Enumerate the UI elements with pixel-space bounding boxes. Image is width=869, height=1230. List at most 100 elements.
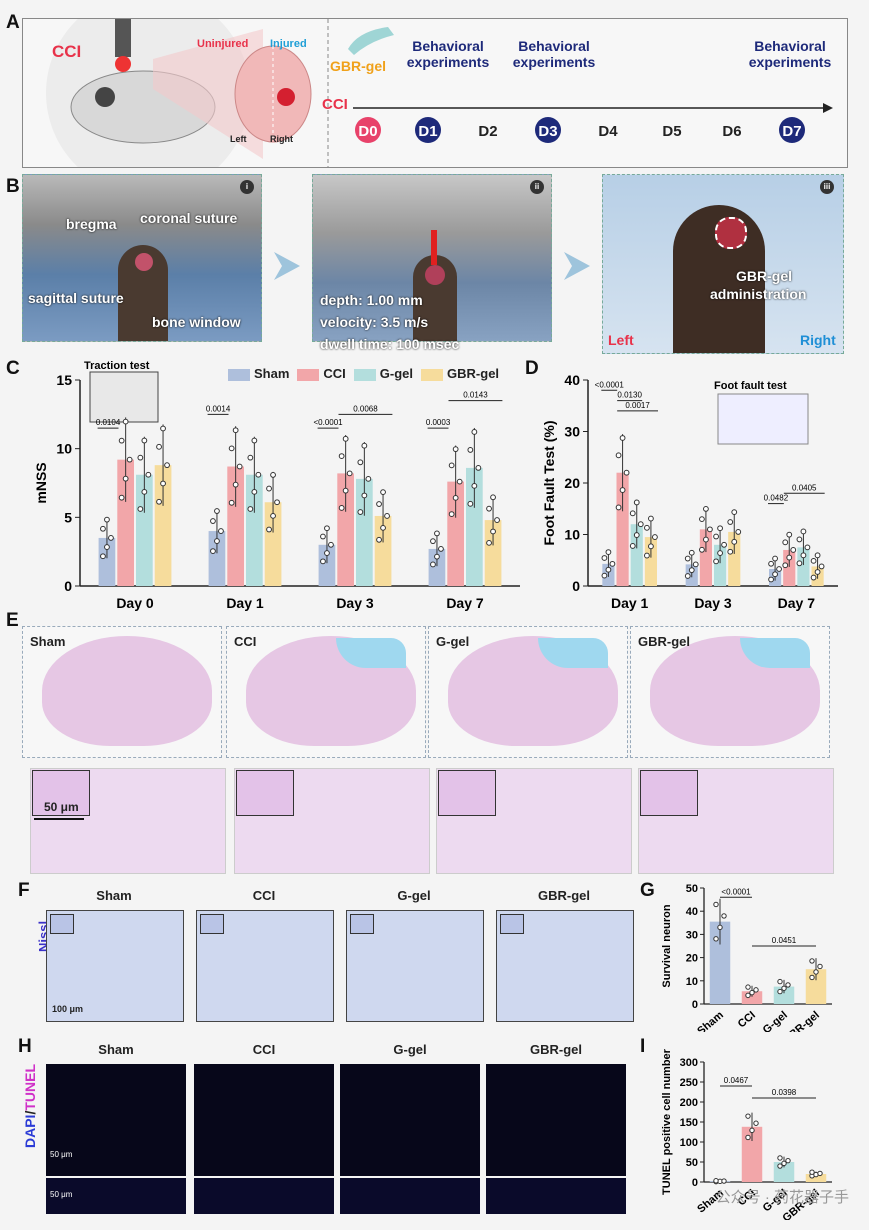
p-value: 0.0017 — [625, 401, 650, 410]
data-point — [380, 489, 386, 496]
data-point — [118, 437, 125, 444]
data-point — [699, 516, 705, 523]
x-tick-label: Day 3 — [336, 595, 374, 611]
data-point — [633, 499, 640, 506]
chart-d: Foot fault test 0 10 20 30 40 Foot Fault Test… — [541, 372, 838, 611]
behavioral-7: Behavioral experiments — [748, 38, 832, 70]
panel-label-g: G — [640, 880, 655, 901]
y-tick-label: 5 — [64, 509, 72, 525]
data-point — [338, 453, 345, 460]
chart-i: 0 50 100 150 200 250 300 TUNEL positive cell nu… — [661, 1048, 832, 1220]
data-point — [749, 1127, 755, 1134]
data-point — [692, 561, 699, 568]
data-point — [605, 566, 612, 573]
data-point — [790, 547, 797, 553]
data-point — [629, 510, 636, 517]
legend-label: Sham — [254, 366, 290, 381]
legend-swatch — [297, 368, 320, 381]
day-circle — [415, 117, 441, 143]
data-point — [633, 532, 640, 538]
y-tick-label: 40 — [564, 372, 580, 388]
roman-ii: ii — [530, 180, 544, 194]
p-value: <0.0001 — [313, 418, 343, 427]
legend-swatch — [353, 368, 376, 381]
bregma-label: bregma — [66, 216, 117, 232]
data-point — [688, 549, 695, 556]
tunel-group-label: G-gel — [393, 1042, 427, 1057]
data-point — [448, 462, 455, 469]
tunel-group-label: Sham — [98, 1042, 134, 1057]
data-point — [781, 985, 787, 991]
data-point — [713, 936, 719, 942]
bar-cci — [227, 466, 244, 586]
data-point — [713, 533, 719, 540]
data-point — [817, 963, 823, 970]
data-point — [721, 541, 727, 548]
data-point — [156, 443, 162, 450]
tunel-scale-label-1: 50 μm — [50, 1150, 73, 1159]
y-axis-label: Foot Fault Test (%) — [541, 421, 557, 546]
data-point — [777, 1155, 783, 1161]
panel-label-b: B — [6, 176, 20, 197]
he-group-label: GBR-gel — [638, 634, 690, 649]
data-point — [768, 576, 774, 583]
tunel-zoom — [46, 1178, 186, 1214]
bar-cci — [741, 1126, 763, 1182]
data-point — [486, 505, 492, 512]
p-value: 0.0068 — [353, 404, 378, 413]
data-point — [156, 498, 162, 505]
data-point — [786, 554, 793, 561]
data-point — [749, 989, 755, 996]
data-point — [648, 515, 654, 522]
day-circle — [355, 117, 381, 143]
p-value: 0.0130 — [617, 391, 642, 400]
data-point — [430, 538, 436, 545]
data-point — [800, 528, 807, 535]
y-tick-label: 0 — [64, 578, 72, 594]
nissl-group-label: CCI — [252, 888, 276, 903]
p-value: 0.0003 — [426, 418, 451, 427]
data-point — [145, 471, 152, 478]
day-label: D5 — [662, 123, 681, 140]
bar-g-gel — [356, 478, 373, 586]
y-tick-label: 50 — [686, 1157, 698, 1169]
data-point — [703, 536, 709, 543]
tunel-group-label: CCI — [252, 1042, 276, 1057]
data-point — [818, 563, 825, 570]
he-group-label: Sham — [30, 634, 66, 649]
data-point — [796, 560, 803, 567]
he-inset — [438, 770, 496, 816]
y-tick-label: 20 — [686, 953, 698, 965]
data-point — [745, 1134, 751, 1141]
data-point — [384, 513, 390, 519]
footfault-inset-title: Foot fault test — [714, 380, 787, 392]
data-point — [753, 1120, 759, 1126]
data-point — [251, 437, 258, 444]
data-point — [814, 569, 821, 575]
panel-label-c: C — [6, 358, 20, 379]
data-point — [141, 437, 148, 444]
data-point — [448, 511, 455, 518]
he-brain-section — [42, 636, 212, 746]
injured-label: Injured — [270, 38, 307, 50]
data-point — [731, 509, 738, 516]
bar-sham — [709, 921, 731, 1004]
cci-axis-label: CCI — [322, 96, 348, 113]
he-group-label: CCI — [234, 634, 257, 649]
x-tick-label: Day 3 — [694, 595, 732, 611]
data-point — [247, 454, 254, 461]
data-point — [753, 987, 759, 993]
data-point — [721, 1178, 727, 1184]
data-point — [717, 525, 723, 532]
data-point — [804, 544, 811, 551]
data-point — [713, 558, 719, 565]
data-point — [342, 435, 349, 442]
data-point — [684, 555, 691, 562]
bar-sham — [98, 537, 116, 586]
day-label: D0 — [358, 123, 377, 140]
y-tick-label: 200 — [680, 1097, 698, 1109]
bar-cci — [699, 529, 712, 586]
data-point — [141, 488, 148, 495]
data-point — [717, 550, 723, 556]
